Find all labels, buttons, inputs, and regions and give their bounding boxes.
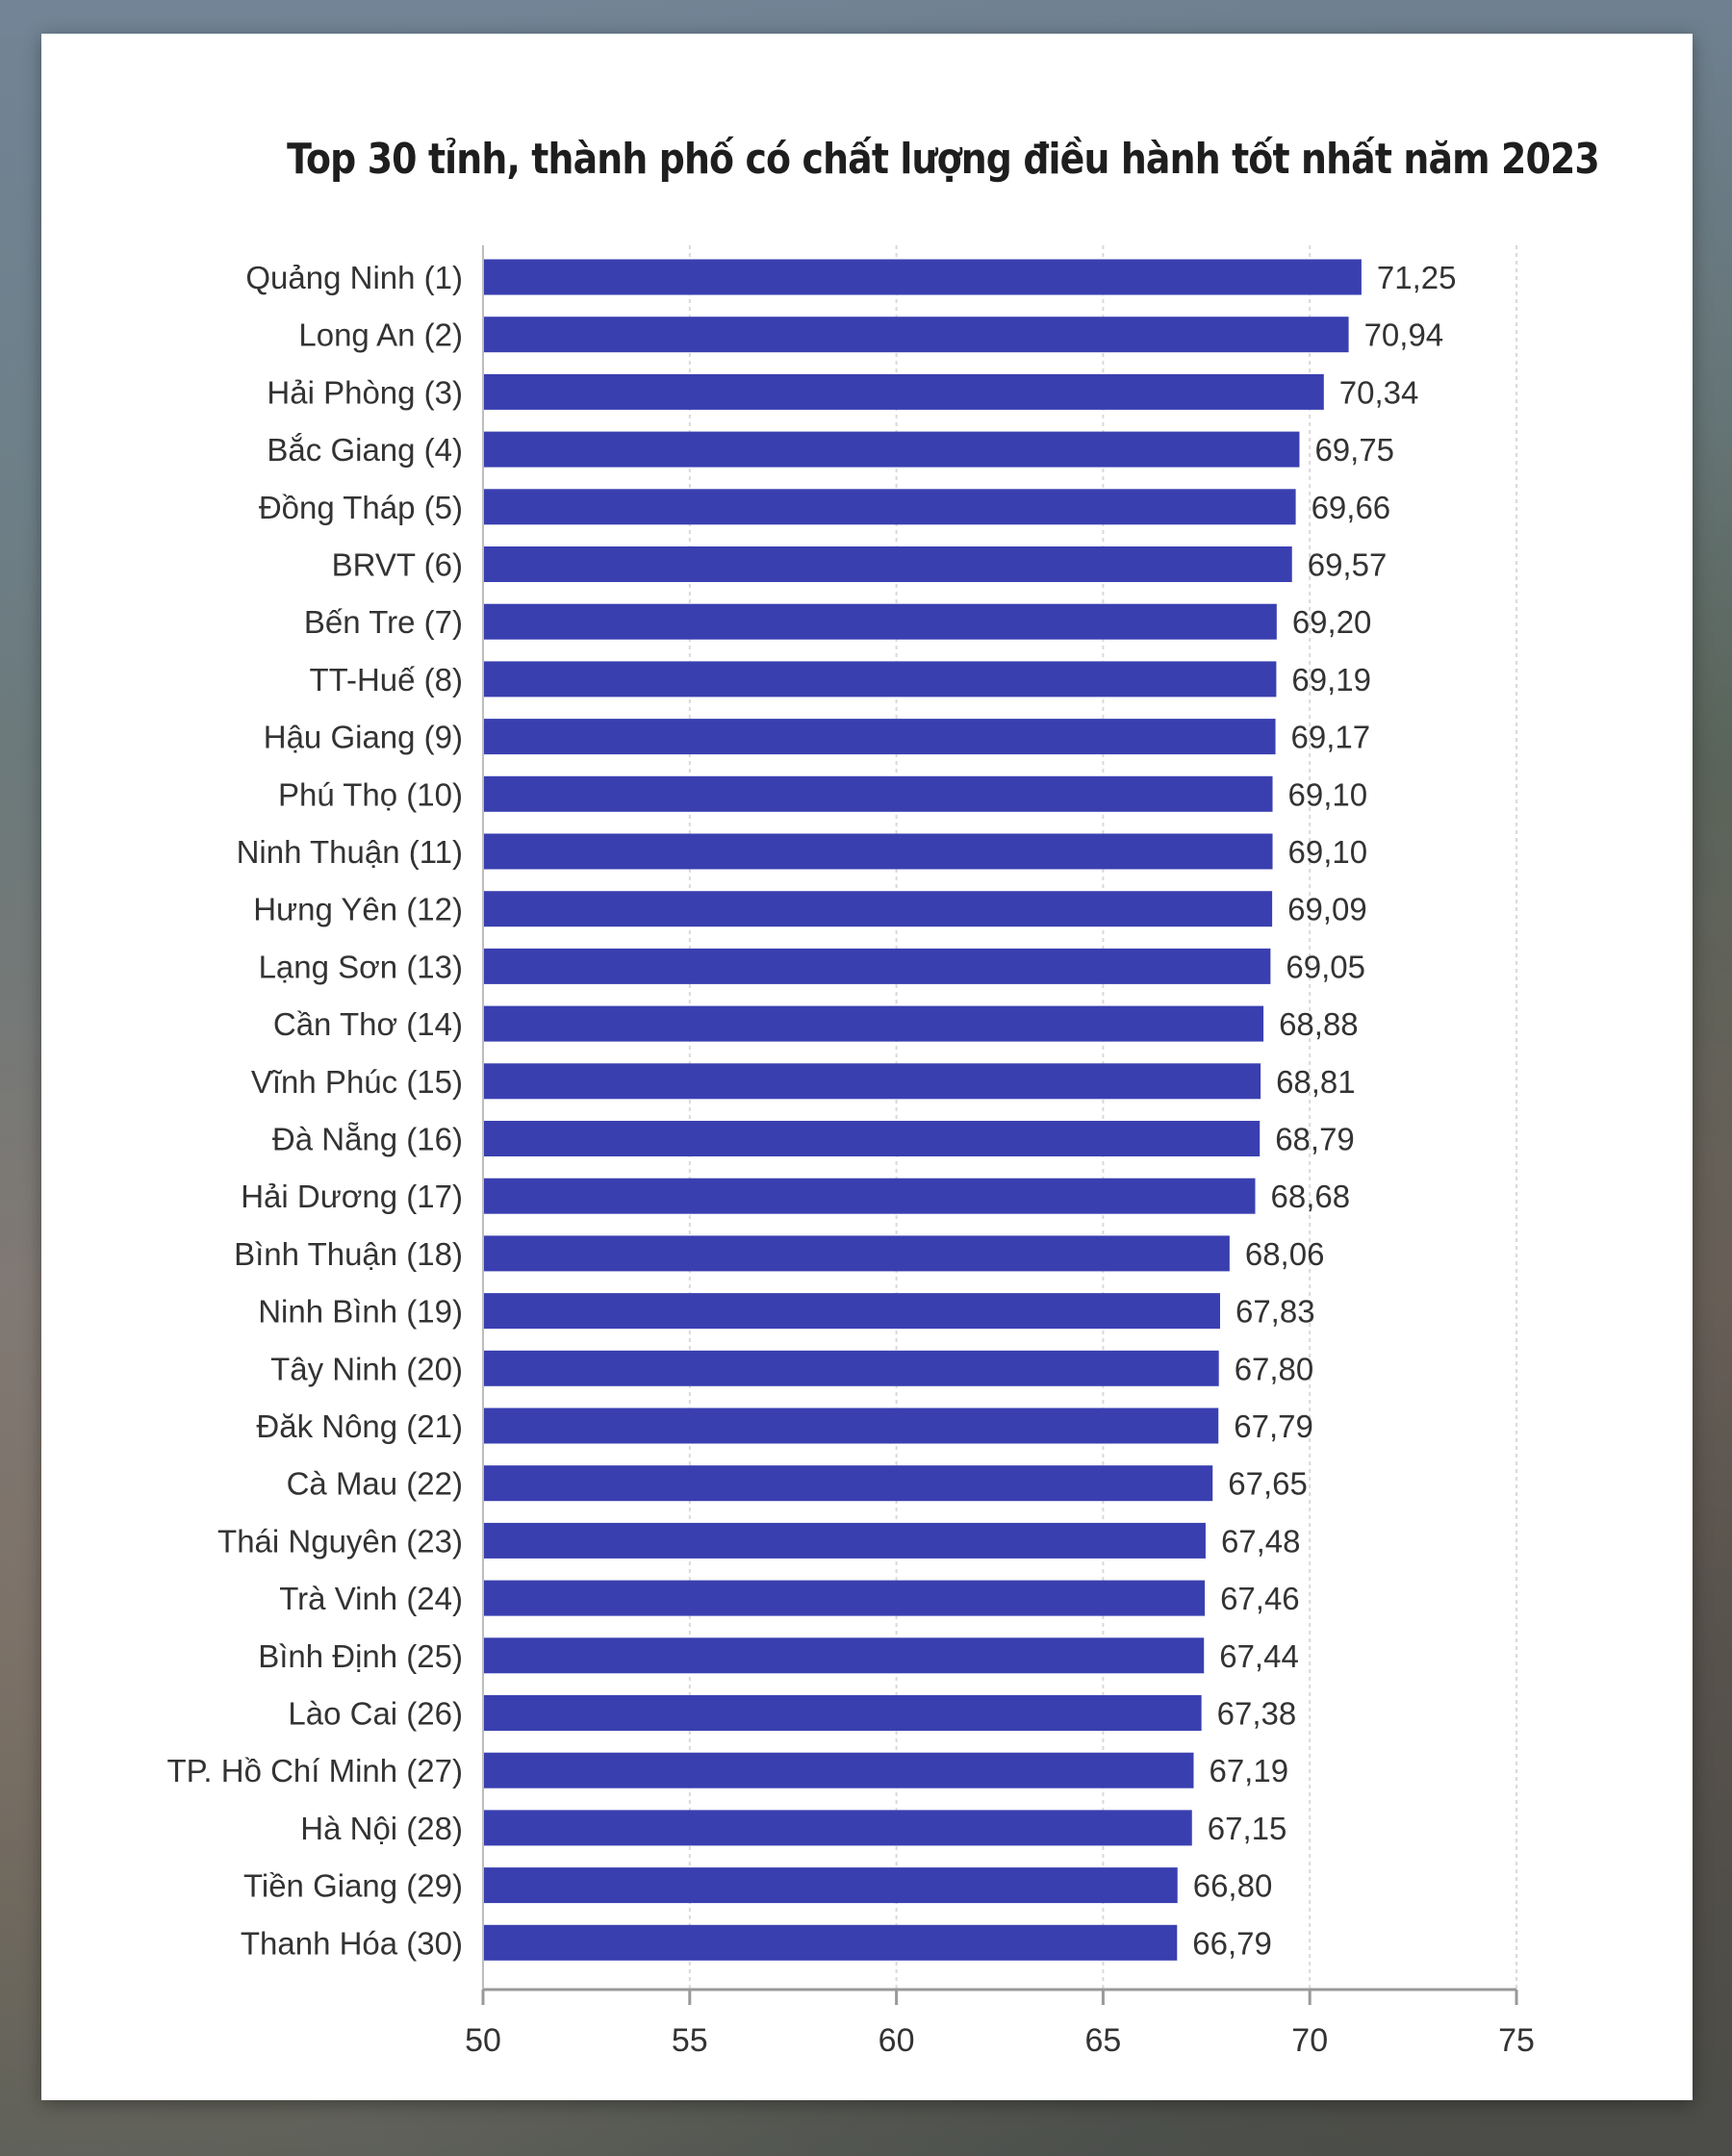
value-label: 69,20 (1292, 604, 1372, 640)
value-label: 70,34 (1339, 374, 1419, 410)
value-label: 67,83 (1235, 1294, 1315, 1330)
bar (483, 1350, 1219, 1386)
value-label: 69,09 (1287, 892, 1367, 927)
bar (483, 373, 1324, 410)
bar (483, 1695, 1202, 1731)
value-label: 67,46 (1220, 1581, 1300, 1616)
bar (483, 259, 1362, 295)
value-label: 68,06 (1245, 1236, 1325, 1272)
category-label: Vĩnh Phúc (15) (251, 1064, 463, 1100)
value-label: 67,44 (1219, 1638, 1299, 1674)
value-label: 71,25 (1377, 260, 1457, 295)
value-label: 67,15 (1208, 1811, 1287, 1846)
bar (483, 719, 1276, 755)
category-label: Long An (2) (298, 317, 463, 353)
category-label: Quảng Ninh (1) (245, 260, 463, 295)
value-label: 69,17 (1291, 720, 1371, 755)
category-label: Thái Nguyên (23) (217, 1523, 463, 1559)
value-label: 68,81 (1276, 1064, 1356, 1100)
value-label: 69,10 (1288, 834, 1368, 870)
category-label: Đồng Tháp (5) (259, 490, 463, 525)
value-label: 68,88 (1279, 1006, 1359, 1042)
value-label: 68,68 (1270, 1179, 1350, 1214)
bar (483, 891, 1273, 927)
category-label: Hải Dương (17) (241, 1179, 463, 1214)
category-label: Bình Thuận (18) (234, 1236, 463, 1272)
value-label: 69,19 (1291, 662, 1371, 698)
bar (483, 1752, 1194, 1788)
category-label: BRVT (6) (332, 547, 463, 583)
category-label: Bến Tre (7) (304, 604, 463, 640)
x-tick-label: 65 (1084, 2022, 1121, 2059)
bar (483, 546, 1292, 582)
category-label: Lạng Sơn (13) (259, 949, 463, 984)
value-label: 69,75 (1314, 432, 1394, 468)
bar (483, 1580, 1206, 1616)
category-label: TT-Huế (8) (309, 662, 463, 698)
value-label: 67,65 (1228, 1466, 1308, 1502)
category-label: Đà Nẵng (16) (272, 1122, 463, 1157)
value-label: 67,79 (1234, 1408, 1313, 1444)
bar (483, 1121, 1261, 1156)
category-label: Hưng Yên (12) (253, 892, 463, 927)
bar (483, 1522, 1206, 1559)
bar (483, 431, 1300, 468)
value-label: 66,79 (1192, 1925, 1272, 1961)
chart-title: Top 30 tỉnh, thành phố có chất lượng điề… (287, 135, 1600, 184)
bar (483, 1005, 1264, 1042)
x-tick-label: 60 (879, 2022, 915, 2059)
bar (483, 1924, 1178, 1961)
value-label: 67,80 (1235, 1351, 1314, 1386)
category-label: Phú Thọ (10) (278, 776, 463, 812)
bar (483, 1867, 1178, 1904)
bar (483, 661, 1277, 698)
x-tick-label: 55 (672, 2022, 708, 2059)
bar (483, 1235, 1230, 1272)
category-label: Hải Phòng (3) (267, 374, 463, 410)
x-tick-label: 50 (465, 2022, 501, 2059)
value-label: 70,94 (1364, 317, 1444, 353)
bar (483, 1178, 1256, 1214)
bar (483, 1408, 1219, 1444)
value-label: 69,10 (1288, 776, 1368, 812)
value-label: 68,79 (1275, 1122, 1355, 1157)
value-label: 67,38 (1217, 1696, 1297, 1732)
category-label: Cần Thơ (14) (273, 1006, 463, 1042)
category-label: Đăk Nông (21) (256, 1408, 463, 1444)
value-label: 66,80 (1193, 1868, 1273, 1904)
value-label: 67,19 (1209, 1753, 1288, 1788)
value-label: 69,05 (1286, 949, 1365, 984)
bar (483, 1063, 1261, 1100)
x-tick-label: 70 (1291, 2022, 1328, 2059)
category-label: Hà Nội (28) (300, 1811, 463, 1846)
bar (483, 603, 1277, 640)
bar (483, 1293, 1220, 1330)
category-label: Tây Ninh (20) (270, 1351, 463, 1386)
bar (483, 1465, 1213, 1502)
bar (483, 317, 1349, 353)
category-label: Bình Định (25) (258, 1638, 463, 1674)
category-label: Trà Vinh (24) (279, 1581, 463, 1616)
bar (483, 1810, 1192, 1846)
category-label: Ninh Bình (19) (258, 1294, 463, 1330)
category-label: TP. Hồ Chí Minh (27) (166, 1753, 463, 1788)
category-label: Ninh Thuận (11) (237, 834, 463, 870)
value-label: 67,48 (1221, 1523, 1301, 1559)
value-label: 69,57 (1308, 547, 1388, 583)
category-label: Thanh Hóa (30) (241, 1925, 463, 1961)
category-label: Lào Cai (26) (288, 1696, 463, 1732)
bar (483, 775, 1273, 812)
x-tick-label: 75 (1498, 2022, 1535, 2059)
bar (483, 833, 1273, 870)
bar (483, 489, 1296, 525)
category-label: Cà Mau (22) (287, 1466, 463, 1502)
category-label: Bắc Giang (4) (267, 432, 463, 468)
bar (483, 1637, 1205, 1674)
bar (483, 948, 1271, 984)
category-label: Tiền Giang (29) (243, 1868, 463, 1904)
value-label: 69,66 (1312, 490, 1391, 525)
category-label: Hậu Giang (9) (264, 720, 463, 755)
